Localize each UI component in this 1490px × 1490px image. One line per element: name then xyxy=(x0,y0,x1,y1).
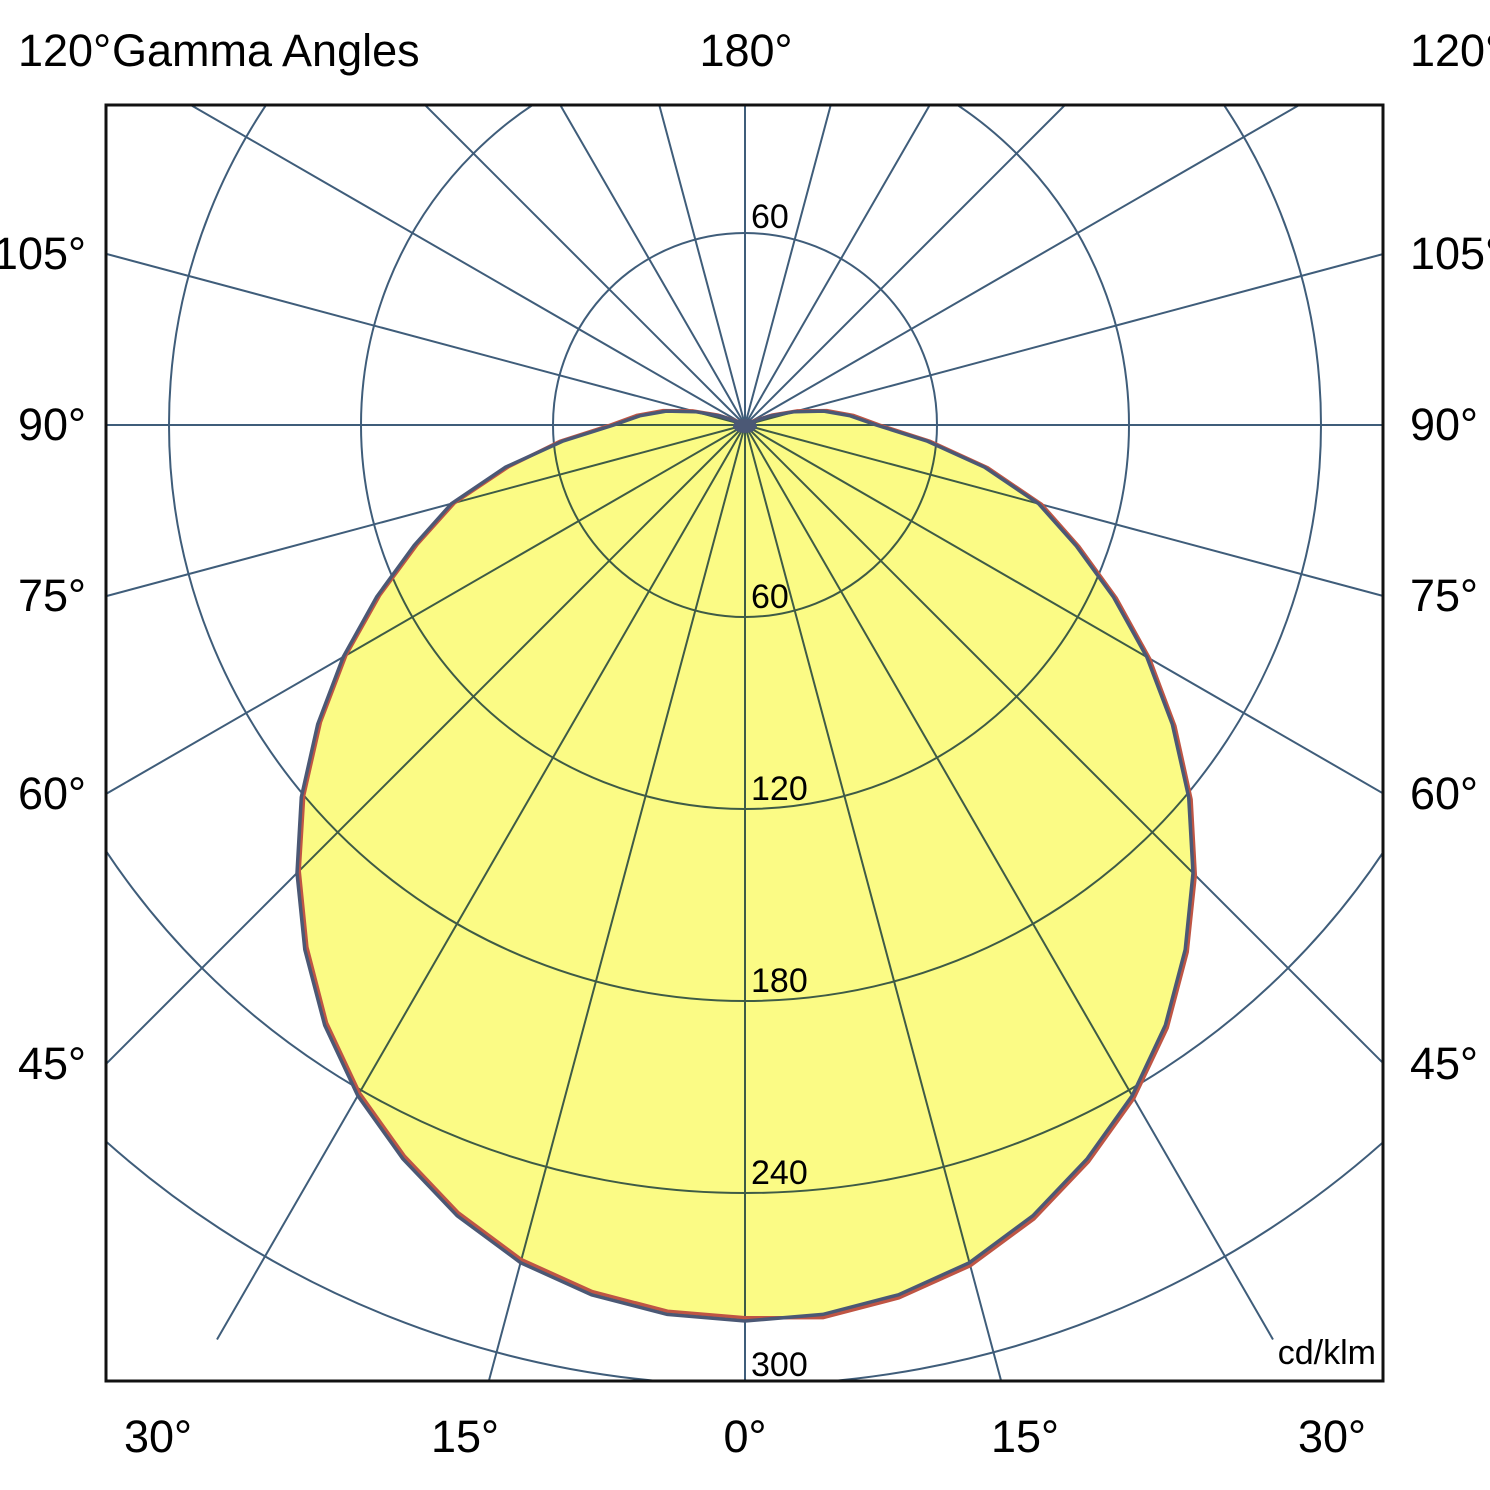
gamma-label-45-right: 45° xyxy=(1410,1038,1478,1089)
ring-label-240: 240 xyxy=(751,1154,808,1192)
grid-ray-105-right xyxy=(744,253,1383,426)
gamma-label-120-right: 120° xyxy=(1410,25,1490,76)
grid-ray-135-right xyxy=(744,105,1067,426)
gamma-label-120-left: 120° xyxy=(18,25,111,76)
gamma-label-75-right: 75° xyxy=(1410,570,1478,621)
ring-label-300: 300 xyxy=(751,1346,808,1384)
gamma-label-60-left: 60° xyxy=(18,768,86,819)
units-label: cd/klm xyxy=(1278,1334,1376,1372)
gamma-label-90-left: 90° xyxy=(18,399,86,450)
grid-ray-150-right xyxy=(744,411,1193,426)
gamma-label-90-right: 90° xyxy=(1410,399,1478,450)
curve-origin-blob xyxy=(733,419,757,433)
ring-label-upper-60: 60 xyxy=(751,198,789,236)
grid-ray-45-left xyxy=(297,424,746,1173)
gamma-label-105-right: 105° xyxy=(1410,228,1490,279)
grid-ray-60-right xyxy=(744,424,1193,954)
gamma-label-180-top: 180° xyxy=(699,25,792,76)
ring-label-60: 60 xyxy=(751,578,789,616)
grid-ray-105-left xyxy=(297,411,746,426)
plot-border xyxy=(104,103,1385,1383)
gamma-label-45-left: 45° xyxy=(18,1038,86,1089)
grid-ray-150-right xyxy=(744,105,931,426)
grid-ray-45-right xyxy=(744,424,1193,1173)
grid-ray-135-left xyxy=(423,105,746,426)
grid-ray-60-left xyxy=(297,424,746,954)
grid-ray-105-left xyxy=(106,252,746,426)
intensity-curve-c90-c270 xyxy=(295,409,1195,1323)
grid-ray-120-right xyxy=(744,105,1302,426)
grid-ray-150-left xyxy=(559,105,746,426)
grid-ray-105-right xyxy=(744,411,1193,426)
grid-ray-165-right xyxy=(744,105,832,426)
gamma-label-105-left: 105° xyxy=(0,228,86,279)
grid-ray-165-left xyxy=(658,105,746,426)
ring-label-180: 180 xyxy=(751,962,808,1000)
grid-ray-120-left xyxy=(188,105,746,426)
gamma-label-bottom-3: 15° xyxy=(991,1411,1059,1462)
gamma-label-bottom-1: 15° xyxy=(431,1411,499,1462)
gamma-label-bottom-0: 30° xyxy=(124,1411,192,1462)
gamma-label-60-right: 60° xyxy=(1410,768,1478,819)
ring-label-120: 120 xyxy=(751,770,808,808)
gamma-label-bottom-4: 30° xyxy=(1298,1411,1366,1462)
grid-ray-75-left xyxy=(297,424,746,700)
grid-ray-75-right xyxy=(744,424,1193,700)
chart-title: Gamma Angles xyxy=(112,25,420,76)
gamma-label-75-left: 75° xyxy=(18,570,86,621)
gamma-label-bottom-2: 0° xyxy=(723,1411,766,1462)
